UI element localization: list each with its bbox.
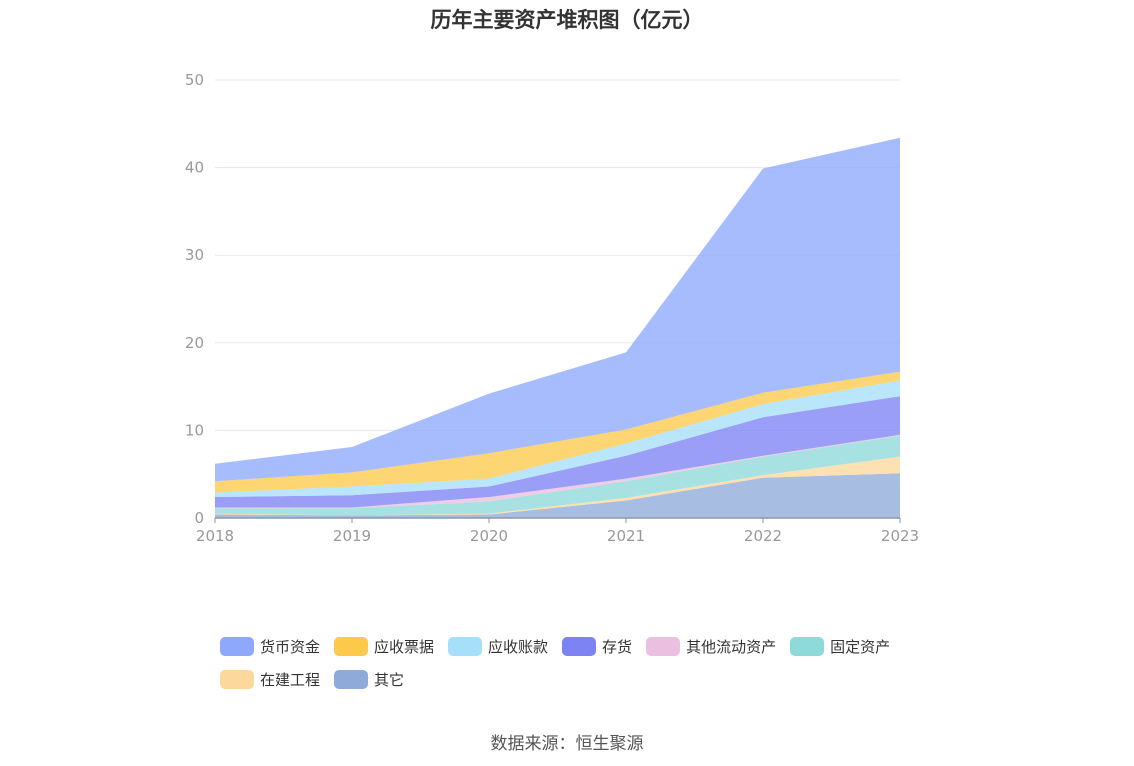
x-tick-label: 2021 bbox=[607, 527, 645, 545]
chart-title: 历年主要资产堆积图（亿元） bbox=[430, 8, 704, 32]
legend-label: 在建工程 bbox=[260, 671, 321, 689]
legend-swatch bbox=[334, 637, 369, 656]
legend-label: 固定资产 bbox=[830, 638, 891, 656]
legend-label: 应收账款 bbox=[488, 638, 549, 656]
legend-item[interactable]: 在建工程 bbox=[220, 669, 320, 690]
legend: 货币资金 应收票据 应收账款 存货 其他流动资产 固定资产 在建工程 其它 bbox=[220, 630, 940, 696]
legend-label: 存货 bbox=[602, 638, 633, 656]
legend-item[interactable]: 货币资金 bbox=[220, 636, 320, 657]
legend-label: 货币资金 bbox=[260, 638, 321, 656]
stacked-area-chart: 0 10 20 30 40 50 2018 2019 2020 2021 2022 2023 bbox=[185, 71, 919, 545]
legend-swatch bbox=[790, 637, 825, 656]
legend-swatch bbox=[220, 670, 254, 689]
area-series bbox=[215, 137, 900, 518]
y-tick-label: 0 bbox=[194, 509, 204, 527]
legend-swatch bbox=[562, 637, 597, 656]
x-tick-label: 2018 bbox=[196, 527, 234, 545]
legend-swatch bbox=[334, 670, 369, 689]
area-series-0 bbox=[215, 473, 900, 518]
legend-item[interactable]: 其他流动资产 bbox=[646, 636, 776, 657]
legend-swatch bbox=[448, 637, 483, 656]
area-series-4 bbox=[215, 396, 900, 508]
area-series-2 bbox=[215, 435, 900, 516]
data-source-note: 数据来源：恒生聚源 bbox=[490, 734, 644, 754]
legend-row: 在建工程 其它 bbox=[220, 663, 940, 696]
legend-row: 货币资金 应收票据 应收账款 存货 其他流动资产 固定资产 bbox=[220, 630, 940, 663]
y-tick-label: 40 bbox=[185, 159, 204, 177]
x-tick-label: 2023 bbox=[881, 527, 919, 545]
area-series-7 bbox=[215, 137, 900, 482]
x-tick-label: 2019 bbox=[333, 527, 371, 545]
legend-item[interactable]: 固定资产 bbox=[790, 636, 890, 657]
legend-swatch bbox=[646, 637, 681, 656]
legend-item[interactable]: 应收账款 bbox=[448, 636, 548, 657]
y-tick-label: 20 bbox=[185, 334, 204, 352]
legend-label: 其他流动资产 bbox=[686, 638, 777, 656]
y-tick-label: 30 bbox=[185, 246, 204, 264]
legend-item[interactable]: 应收票据 bbox=[334, 636, 434, 657]
axes: 0 10 20 30 40 50 2018 2019 2020 2021 2022 2023 bbox=[185, 71, 919, 545]
legend-item[interactable]: 存货 bbox=[562, 636, 632, 657]
x-tick-label: 2020 bbox=[470, 527, 508, 545]
y-tick-label: 10 bbox=[185, 421, 204, 439]
legend-label: 应收票据 bbox=[374, 638, 435, 656]
legend-label: 其它 bbox=[374, 671, 405, 689]
area-series-6 bbox=[215, 371, 900, 493]
legend-item[interactable]: 其它 bbox=[334, 669, 404, 690]
legend-swatch bbox=[220, 637, 254, 656]
y-tick-label: 50 bbox=[185, 71, 204, 89]
x-tick-label: 2022 bbox=[744, 527, 782, 545]
